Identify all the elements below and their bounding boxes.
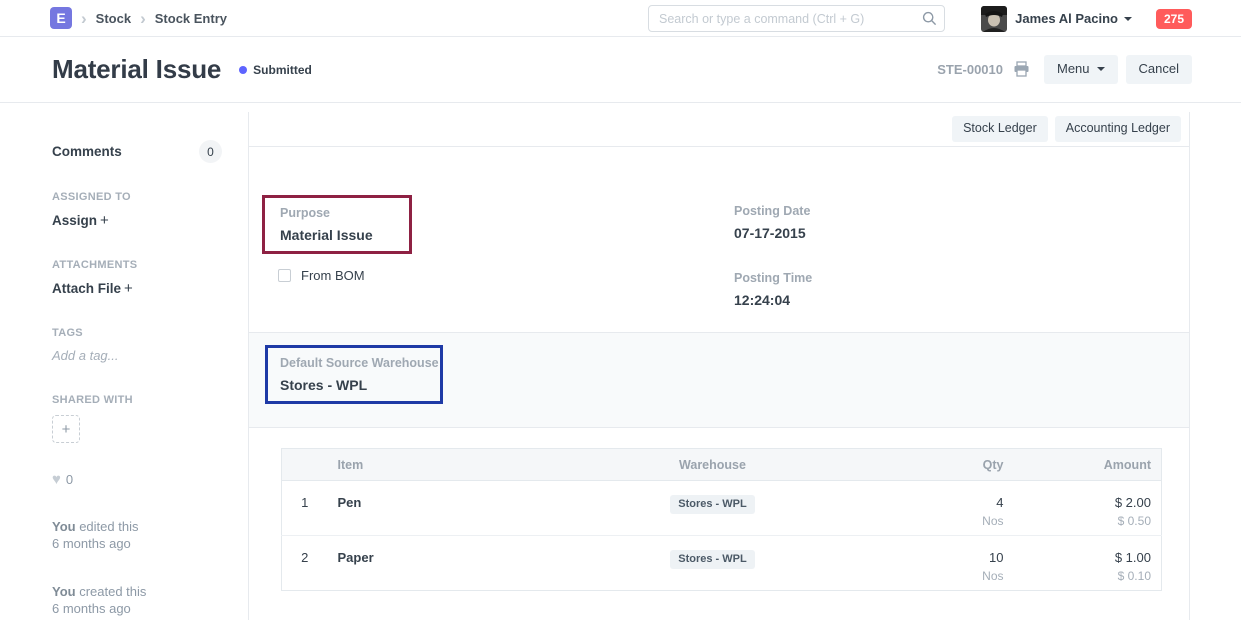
from-bom-checkbox[interactable] [278, 269, 291, 282]
source-warehouse-label: Default Source Warehouse [280, 356, 439, 370]
navbar-user-area: James Al Pacino 275 [981, 0, 1192, 37]
chevron-down-icon[interactable] [1123, 16, 1132, 21]
tags-label: TAGS [52, 327, 83, 339]
document-id: STE-00010 [937, 61, 1003, 77]
chevron-right-icon: › [140, 8, 146, 28]
item-name: Paper [337, 550, 374, 565]
status-dot-icon [239, 65, 248, 74]
warehouse-badge: Stores - WPL [670, 550, 755, 569]
header-item: Item [327, 448, 608, 481]
page-head: Material Issue Submitted STE-00010 Menu … [0, 37, 1241, 103]
row-index: 1 [281, 480, 328, 536]
table-row[interactable]: 2 Paper Stores - WPL 10 Nos $ 1.00 $ 0.1… [282, 536, 1162, 591]
rate-value: $ 0.10 [1117, 569, 1151, 583]
header-qty: Qty [817, 448, 1014, 481]
header-idx [281, 448, 328, 481]
item-name: Pen [327, 480, 608, 536]
header-warehouse: Warehouse [607, 448, 818, 481]
uom-value: Nos [982, 514, 1004, 528]
form-sidebar: Comments 0 ASSIGNED TO Assign + ATTACHMEN… [0, 103, 248, 620]
header-amount: Amount [1013, 448, 1162, 481]
purpose-label: Purpose [280, 206, 331, 220]
section-items: Item Warehouse Qty Amount 1 Pen Stores -… [249, 428, 1189, 591]
plus-icon: + [61, 420, 71, 438]
comments-count-badge: 0 [199, 140, 222, 163]
qty-value: 4 [996, 495, 1004, 510]
posting-time-label: Posting Time [734, 271, 813, 285]
app-logo-icon[interactable]: E [50, 7, 72, 29]
from-bom-field[interactable]: From BOM [278, 268, 365, 283]
user-avatar[interactable] [981, 5, 1008, 32]
status-label: Submitted [253, 62, 312, 77]
chevron-down-icon [1096, 67, 1105, 72]
search-input[interactable] [648, 5, 945, 32]
status-badge: Submitted [239, 63, 312, 77]
plus-icon: + [124, 280, 133, 297]
attach-file-button[interactable]: Attach File + [52, 280, 133, 297]
comments-section[interactable]: Comments 0 [52, 140, 222, 163]
navbar: E › Stock › Stock Entry James Al Pacino … [0, 0, 1241, 37]
source-warehouse-value: Stores - WPL [280, 377, 368, 393]
cancel-button[interactable]: Cancel [1125, 55, 1192, 84]
shared-with-label: SHARED WITH [52, 394, 133, 406]
like-count: 0 [65, 472, 74, 487]
accounting-ledger-button[interactable]: Accounting Ledger [1054, 116, 1181, 142]
plus-icon: + [100, 212, 109, 229]
notification-count-badge[interactable]: 275 [1155, 8, 1192, 29]
amount-value: $ 1.00 [1114, 550, 1151, 565]
global-search [648, 5, 945, 32]
page-title: Material Issue [52, 54, 222, 84]
table-row[interactable]: 1 Pen Stores - WPL 4 Nos $ 2.00 $ 0.50 [281, 480, 1162, 536]
history-created-time: 6 months ago [52, 601, 131, 617]
search-icon [922, 11, 937, 26]
assign-button[interactable]: Assign + [52, 212, 109, 229]
likes[interactable]: ♥ 0 [52, 472, 222, 487]
print-icon[interactable] [1013, 61, 1030, 78]
share-add-button[interactable]: + [52, 415, 80, 443]
uom-value: Nos [982, 569, 1004, 583]
attachments-label: ATTACHMENTS [52, 259, 138, 271]
purpose-value: Material Issue [280, 227, 373, 243]
chevron-right-icon: › [81, 8, 87, 28]
amount-value: $ 2.00 [1114, 495, 1151, 510]
warehouse-badge: Stores - WPL [670, 495, 755, 514]
assigned-to-label: ASSIGNED TO [52, 191, 131, 203]
heart-icon: ♥ [52, 471, 61, 488]
history-created: You created this 6 months ago [52, 584, 147, 617]
user-name[interactable]: James Al Pacino [1015, 11, 1118, 26]
qty-value: 10 [989, 550, 1004, 565]
items-table-header: Item Warehouse Qty Amount [281, 448, 1162, 481]
posting-date-label: Posting Date [734, 204, 811, 218]
ledger-toolbar: Stock Ledger Accounting Ledger [249, 112, 1189, 147]
breadcrumb: E › Stock › Stock Entry [0, 7, 227, 29]
posting-time-value[interactable]: 12:24:04 [734, 292, 791, 308]
stock-ledger-button[interactable]: Stock Ledger [952, 116, 1048, 142]
purpose-field[interactable]: Purpose Material Issue [262, 195, 412, 254]
source-warehouse-field[interactable]: Default Source Warehouse Stores - WPL [265, 345, 443, 404]
rate-value: $ 0.50 [1117, 514, 1151, 528]
from-bom-label: From BOM [301, 268, 365, 283]
breadcrumb-stock-entry[interactable]: Stock Entry [154, 10, 227, 26]
menu-button[interactable]: Menu [1044, 55, 1118, 84]
breadcrumb-stock[interactable]: Stock [95, 10, 132, 26]
items-table: Item Warehouse Qty Amount 1 Pen Stores -… [281, 448, 1162, 591]
history-edited-time: 6 months ago [52, 536, 131, 552]
form-body: Stock Ledger Accounting Ledger Purpose M… [248, 112, 1190, 620]
history-edited: You edited this 6 months ago [52, 519, 139, 552]
row-index: 2 [301, 550, 309, 565]
section-purpose: Purpose Material Issue From BOM Posting … [249, 147, 1189, 351]
posting-column: Posting Date 07-17-2015 Posting Time 12:… [734, 204, 812, 351]
add-tag-input[interactable]: Add a tag... [52, 348, 119, 363]
posting-date-value[interactable]: 07-17-2015 [734, 225, 806, 241]
comments-label: Comments [52, 144, 122, 159]
section-warehouse: Default Source Warehouse Stores - WPL [249, 333, 1189, 428]
